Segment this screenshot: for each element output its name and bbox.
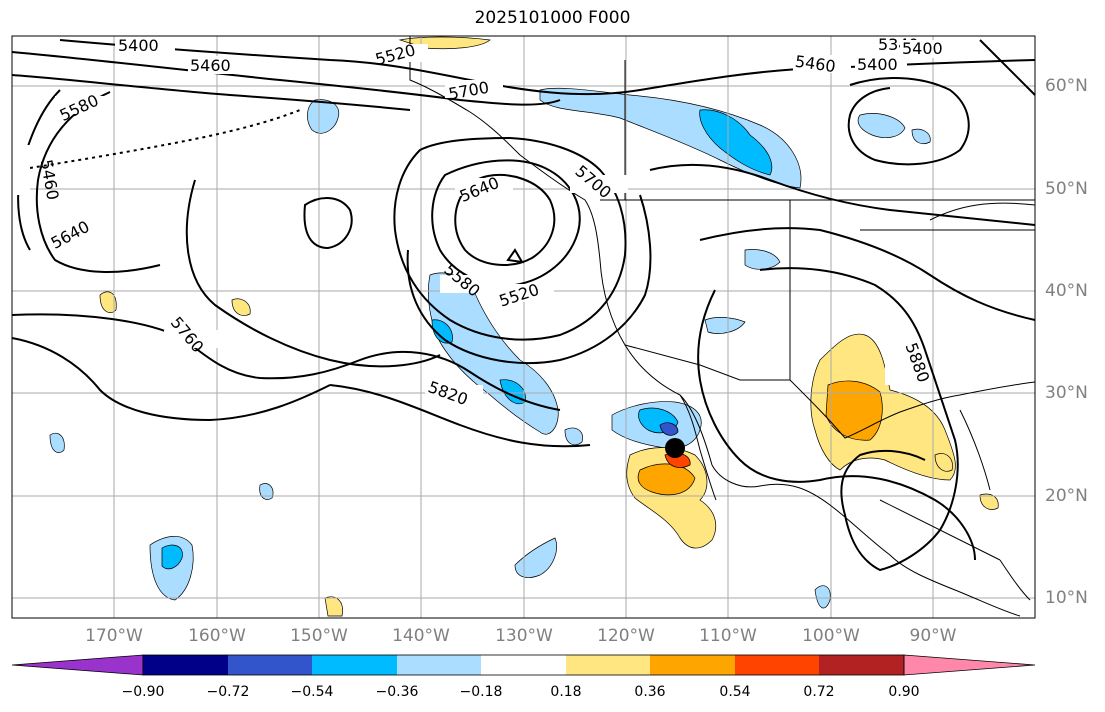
contour-label: 5400	[857, 55, 898, 74]
aleutian-islands	[29, 109, 301, 169]
colorbar-tick-label: −0.72	[206, 684, 250, 700]
lon-tick-label: 90°W	[909, 626, 957, 646]
storm-center-dot	[665, 438, 685, 458]
contour-label: 5400	[118, 36, 159, 55]
lon-tick-label: 130°W	[495, 626, 553, 646]
colorbar-tick-label: −0.18	[459, 684, 503, 700]
colorbar-segment	[228, 655, 312, 675]
colorbar-segment	[312, 655, 397, 675]
contour-labels: 5400 5460 5520 5580 5460 5640 5700 5640 …	[10, 35, 950, 409]
colorbar-segment	[481, 655, 566, 675]
coastlines	[409, 36, 1036, 617]
colorbar-extend-low	[11, 654, 144, 676]
lat-tick-label: 10°N	[1045, 588, 1088, 608]
colorbar-tick-label: 0.54	[719, 684, 751, 700]
colorbar-tick-label: 0.72	[803, 684, 835, 700]
lat-tick-label: 60°N	[1045, 76, 1088, 96]
contour-label: 5460	[190, 56, 231, 75]
map-border	[11, 35, 1036, 619]
lon-tick-label: 170°W	[85, 626, 143, 646]
lon-tick-label: 160°W	[188, 626, 246, 646]
colorbar-segment	[735, 655, 819, 675]
lat-tick-label: 50°N	[1045, 179, 1088, 199]
lon-tick-label: 120°W	[597, 626, 655, 646]
lon-tick-label: 100°W	[802, 626, 860, 646]
colorbar-tick-label: −0.54	[290, 684, 334, 700]
colorbar	[11, 654, 1036, 676]
colorbar-segment	[819, 655, 904, 675]
colorbar-segment	[566, 655, 650, 675]
map-title: 2025101000 F000	[474, 8, 631, 28]
colorbar-extend-high	[903, 654, 1036, 676]
colorbar-segment	[397, 655, 481, 675]
contour-label: 5400	[902, 39, 943, 58]
colorbar-tick-label: 0.90	[888, 684, 920, 700]
lon-tick-label: 150°W	[290, 626, 348, 646]
lat-tick-label: 40°N	[1045, 281, 1088, 301]
shading-positive	[99, 36, 999, 617]
colorbar-tick-label: 0.36	[634, 684, 666, 700]
colorbar-tick-label: −0.36	[375, 684, 419, 700]
colorbar-tick-label: −0.90	[121, 684, 165, 700]
low-center-contour	[506, 248, 524, 264]
lon-tick-label: 140°W	[392, 626, 450, 646]
lon-tick-label: 110°W	[699, 626, 757, 646]
graticule	[12, 36, 1035, 618]
colorbar-segment	[650, 655, 735, 675]
height-contours	[11, 39, 1036, 572]
lat-tick-label: 30°N	[1045, 383, 1088, 403]
lat-tick-label: 20°N	[1045, 486, 1088, 506]
colorbar-tick-label: 0.18	[550, 684, 582, 700]
colorbar-segment	[143, 655, 228, 675]
shading-negative	[49, 87, 931, 609]
